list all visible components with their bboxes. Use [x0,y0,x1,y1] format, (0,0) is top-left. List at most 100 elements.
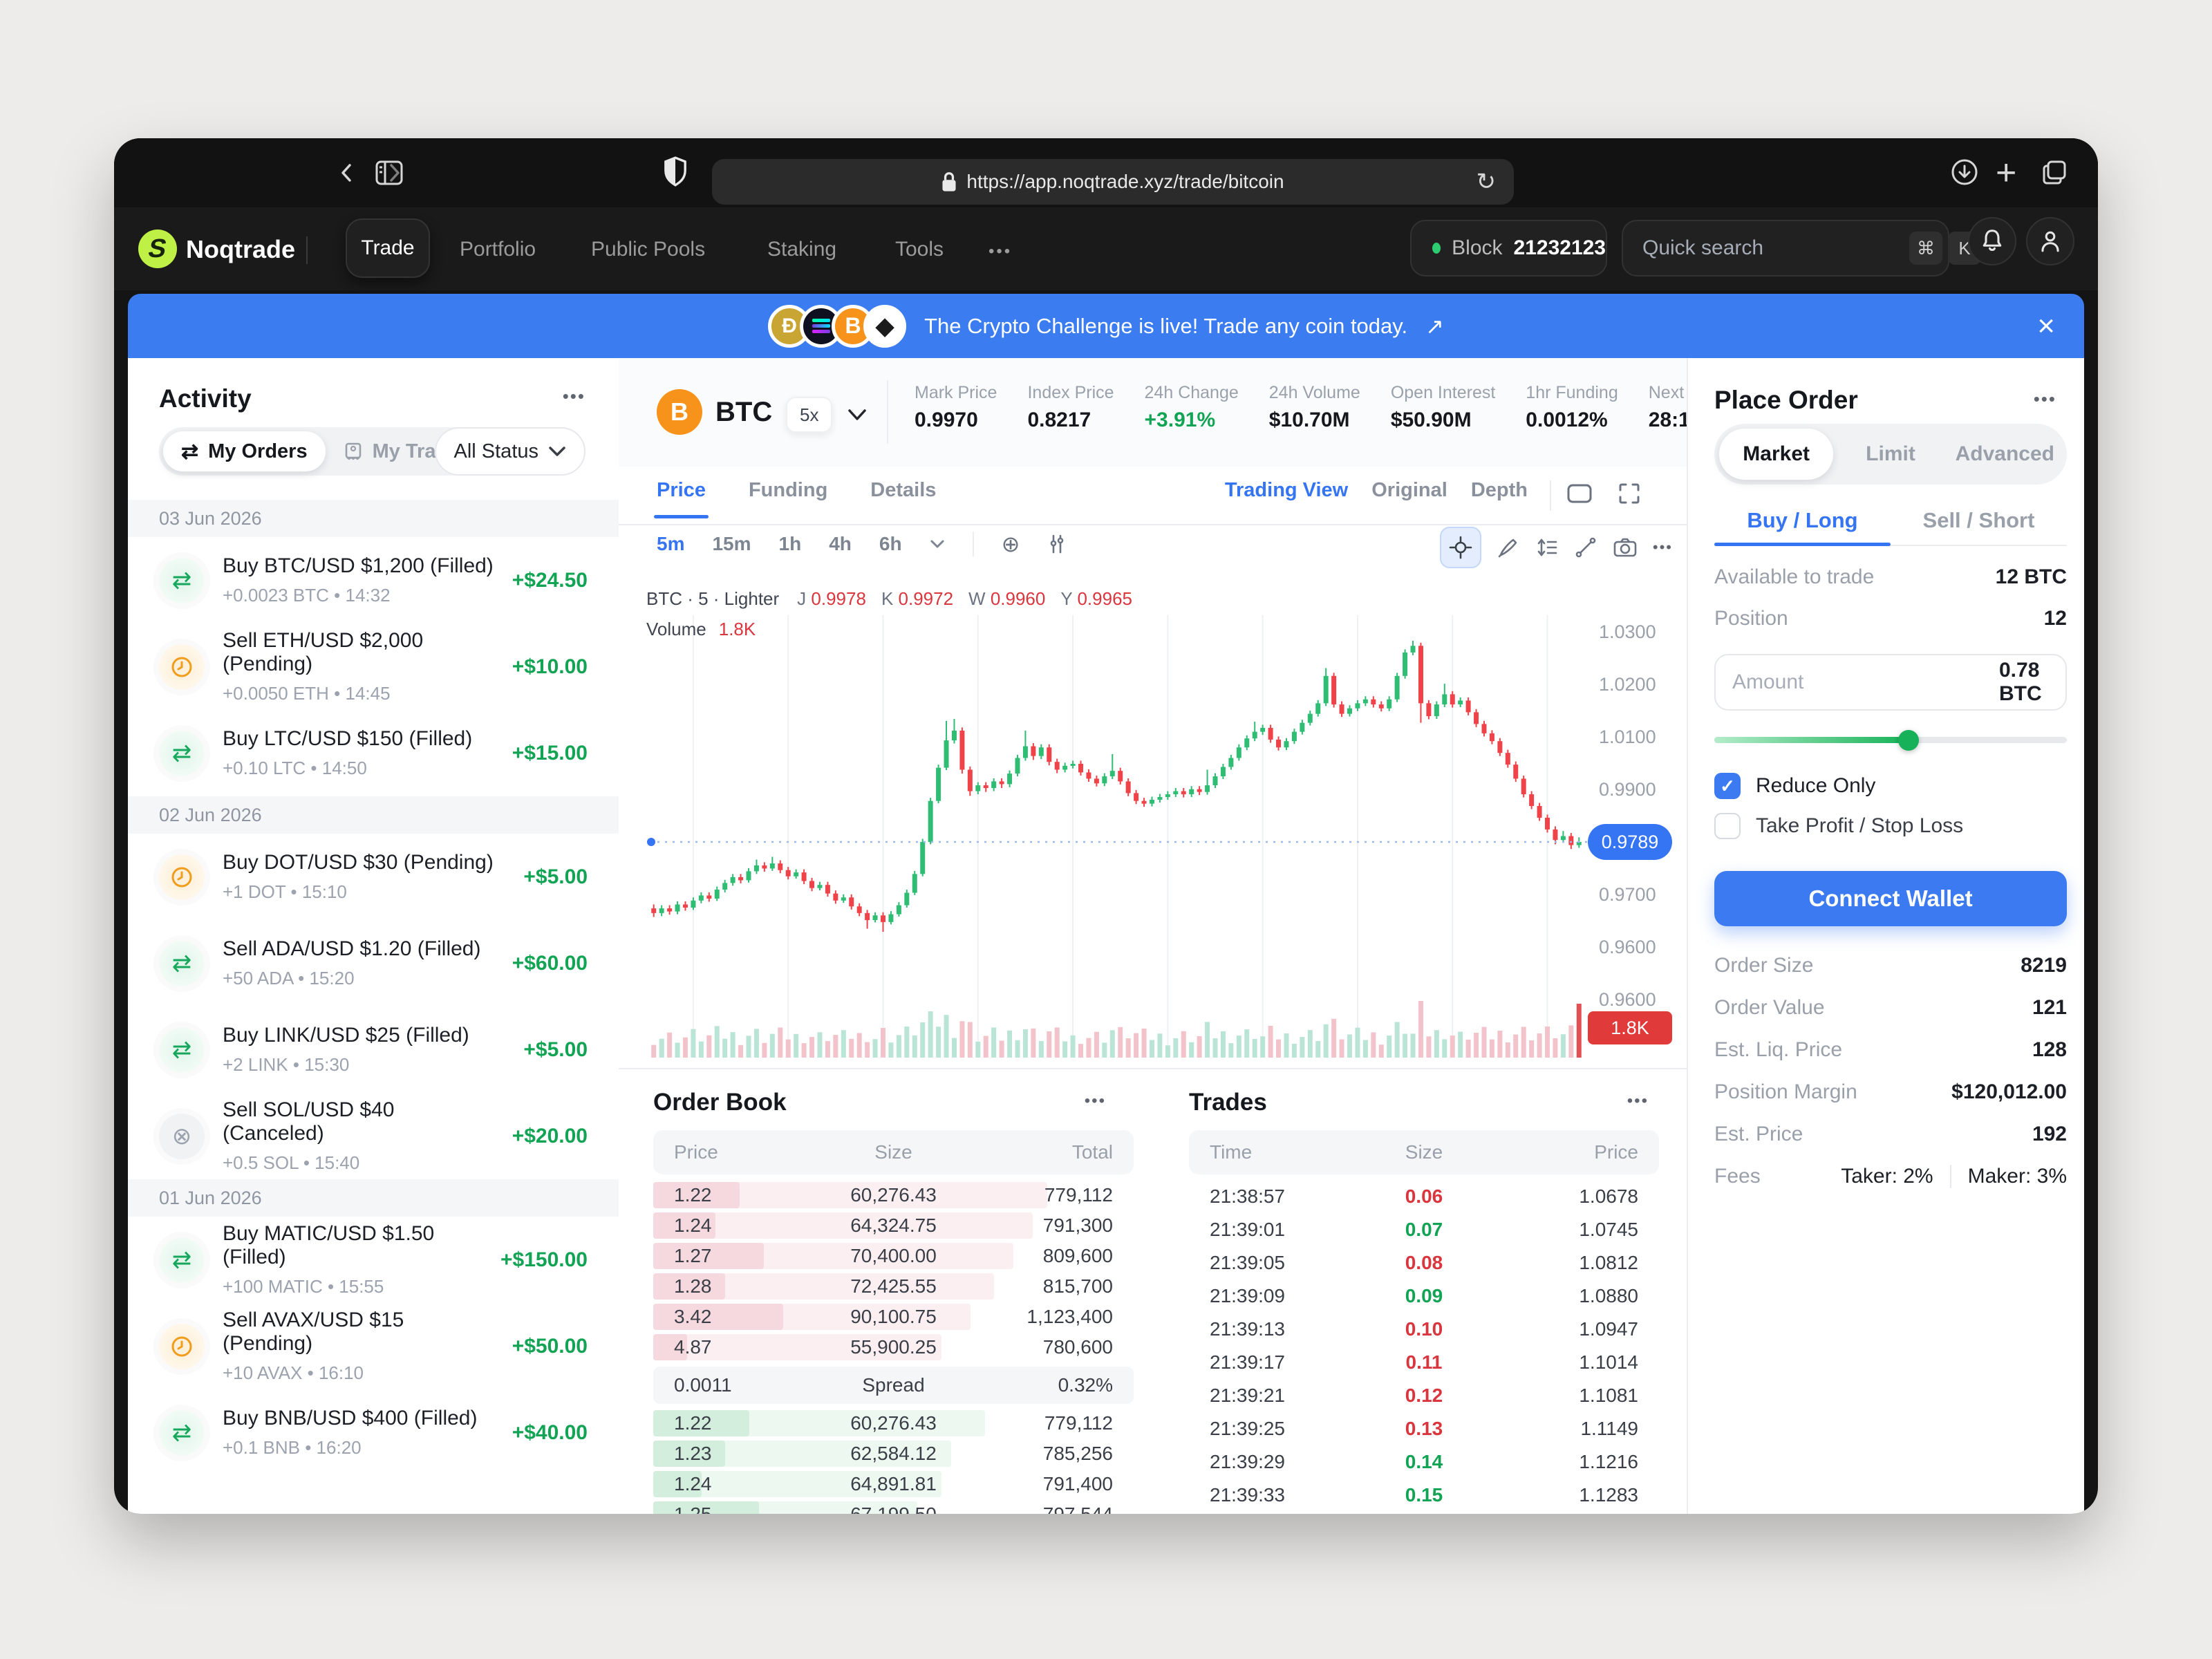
back-icon[interactable] [335,161,359,185]
more-icon[interactable]: ••• [1652,538,1673,556]
more-icon[interactable]: ••• [1084,1091,1106,1110]
trend-line-icon[interactable] [1574,536,1597,559]
order-side-buy-long[interactable]: Buy / Long [1714,496,1891,546]
timeframe-6h[interactable]: 6h [879,533,902,554]
trade-row[interactable]: 21:39:01 0.07 1.0745 [1189,1213,1659,1246]
order-row[interactable]: Buy DOT/USD $30 (Pending) +1 DOT • 15:10 +… [128,834,619,920]
checkbox-icon[interactable] [1714,813,1741,839]
trade-row[interactable]: 21:39:370.161.1350 [1189,1512,1659,1514]
view-trading-view[interactable]: Trading View [1224,479,1349,501]
timeframe-4h[interactable]: 4h [829,533,852,554]
downloads-icon[interactable] [1950,158,1979,187]
new-tab-icon[interactable]: + [1996,153,2017,193]
slider-thumb[interactable] [1897,730,1919,751]
add-indicator-icon[interactable]: ⊕ [1001,532,1020,556]
checkbox-checked-icon[interactable]: ✓ [1714,773,1741,799]
order-book-row-ask[interactable]: 1.24 64,324.75 791,300 [653,1210,1134,1241]
brush-icon[interactable] [1497,536,1520,559]
order-row[interactable]: ⇄ Buy MATIC/USD $1.50 (Filled) +100 MATIC … [128,1217,619,1303]
trade-row[interactable]: 21:39:05 0.08 1.0812 [1189,1246,1659,1280]
nav-item-trade[interactable]: Trade [346,218,430,278]
quick-search[interactable]: ⌘K [1622,220,1981,276]
order-book-row-bid[interactable]: 1.23 62,584.12 785,256 [653,1438,1134,1469]
trade-row[interactable]: 21:39:09 0.09 1.0880 [1189,1280,1659,1313]
order-row[interactable]: ⇄ Buy LINK/USD $25 (Filled) +2 LINK • 15:3… [128,1006,619,1093]
checkbox-reduce-only[interactable]: ✓ Reduce Only [1714,773,2067,799]
amount-field[interactable]: 0.78 BTC [1714,654,2067,711]
timeframe-15m[interactable]: 15m [712,533,751,554]
order-row[interactable]: ⇄ Buy LTC/USD $150 (Filled) +0.10 LTC • 14… [128,710,619,796]
logo-icon[interactable]: S [138,229,177,268]
arrow-up-right-icon[interactable]: ↗ [1425,313,1444,339]
more-icon[interactable]: ••• [2033,388,2056,409]
camera-icon[interactable] [1613,536,1638,559]
timeframe-1h[interactable]: 1h [778,533,802,554]
tab-overview-icon[interactable] [2040,158,2069,187]
sidebar-toggle-icon[interactable] [375,160,403,185]
view-original[interactable]: Original [1371,479,1447,501]
nav-item[interactable]: Staking [767,238,837,261]
order-mode-advanced[interactable]: Advanced [1955,442,2055,465]
notifications-button[interactable] [1968,217,2016,265]
tab-my-orders[interactable]: ⇄ My Orders [163,431,326,471]
candlestick-chart[interactable]: 1.0300 1.0200 1.0100 0.9900 0.9700 0.9600 0.96… [619,570,1687,1096]
order-book-row-ask[interactable]: 1.27 70,400.00 809,600 [653,1241,1134,1271]
chevron-down-icon[interactable] [847,408,868,422]
amount-input[interactable] [1732,671,1999,694]
refresh-icon[interactable]: ↻ [1476,169,1497,195]
tab-price[interactable]: Price [654,479,709,518]
nav-item[interactable]: Portfolio [460,238,536,261]
trade-row[interactable]: 21:39:21 0.12 1.1081 [1189,1379,1659,1412]
amount-slider[interactable] [1714,730,2067,751]
order-row[interactable]: ⇄ Sell ADA/USD $1.20 (Filled) +50 ADA • 15… [128,920,619,1006]
chart-area[interactable]: BTC · 5 · Lighter J 0.9978 K 0.9972 W 0.99… [619,570,1687,1094]
more-icon[interactable]: ••• [562,386,585,406]
status-filter[interactable]: All Status [434,427,585,476]
banner-close-icon[interactable]: × [2037,308,2055,343]
trade-row[interactable]: 21:39:33 0.15 1.1283 [1189,1479,1659,1512]
connect-wallet-button[interactable]: Connect Wallet [1714,871,2067,926]
amount-unit[interactable]: 0.78 BTC [1999,659,2042,705]
order-book-row-ask[interactable]: 4.87 55,900.25 780,600 [653,1332,1134,1362]
order-row[interactable]: Sell AVAX/USD $15 (Pending) +10 AVAX • 16… [128,1303,619,1389]
panel-layout-icon[interactable] [1566,483,1593,504]
order-book-row-ask[interactable]: 3.42 90,100.75 1,123,400 [653,1302,1134,1332]
trade-row[interactable]: 21:39:29 0.14 1.1216 [1189,1445,1659,1479]
order-row[interactable]: ⊗ Sell SOL/USD $40 (Canceled) +0.5 SOL • 1… [128,1093,619,1179]
order-book-row-ask[interactable]: 1.28 72,425.55 815,700 [653,1271,1134,1302]
nav-item[interactable]: Tools [895,238,944,261]
tab-funding[interactable]: Funding [748,479,828,501]
trade-row[interactable]: 21:39:17 0.11 1.1014 [1189,1346,1659,1379]
order-row[interactable]: ⇄ Buy BNB/USD $400 (Filled) +0.1 BNB • 16:… [128,1389,619,1476]
trade-row[interactable]: 21:39:25 0.13 1.1149 [1189,1412,1659,1445]
order-book-row-ask[interactable]: 1.22 60,276.43 779,112 [653,1180,1134,1210]
chevron-down-icon[interactable] [930,539,945,549]
trade-row[interactable]: 21:38:57 0.06 1.0678 [1189,1180,1659,1213]
order-book-row-bid[interactable]: 1.22 60,276.43 779,112 [653,1408,1134,1438]
order-side-sell-short[interactable]: Sell / Short [1922,508,2035,532]
leverage-badge[interactable]: 5x [786,397,833,433]
timeframe-5m[interactable]: 5m [657,533,685,554]
nav-item[interactable]: ••• [988,242,1013,261]
url-bar[interactable]: https://app.noqtrade.xyz/trade/bitcoin ↻ [712,159,1514,205]
view-depth[interactable]: Depth [1470,479,1528,501]
fullscreen-icon[interactable] [1618,482,1641,505]
checkbox-take-profit-stop-loss[interactable]: Take Profit / Stop Loss [1714,813,2067,839]
trade-row[interactable]: 21:39:13 0.10 1.0947 [1189,1313,1659,1346]
order-row[interactable]: Sell ETH/USD $2,000 (Pending) +0.0050 ETH… [128,624,619,710]
order-row[interactable]: ⇄ Buy BTC/USD $1,200 (Filled) +0.0023 BTC … [128,537,619,624]
order-book-row-bid[interactable]: 1.24 64,891.81 791,400 [653,1469,1134,1499]
search-input[interactable] [1642,236,1909,260]
account-button[interactable] [2026,217,2074,265]
crosshair-icon[interactable] [1439,527,1481,568]
block-indicator[interactable]: Block 21232123 [1410,220,1607,276]
order-book-row-bid[interactable]: 1.25 67,199.50 797,544 [653,1499,1134,1514]
scale-settings-icon[interactable] [1535,536,1559,559]
indicator-settings-icon[interactable] [1047,534,1067,554]
tab-details[interactable]: Details [870,479,937,501]
more-icon[interactable]: ••• [1627,1091,1649,1110]
order-mode-market[interactable]: Market [1719,429,1834,480]
nav-item[interactable]: Public Pools [591,238,706,261]
brand-name[interactable]: Noqtrade [186,235,296,263]
order-mode-limit[interactable]: Limit [1866,442,1915,465]
